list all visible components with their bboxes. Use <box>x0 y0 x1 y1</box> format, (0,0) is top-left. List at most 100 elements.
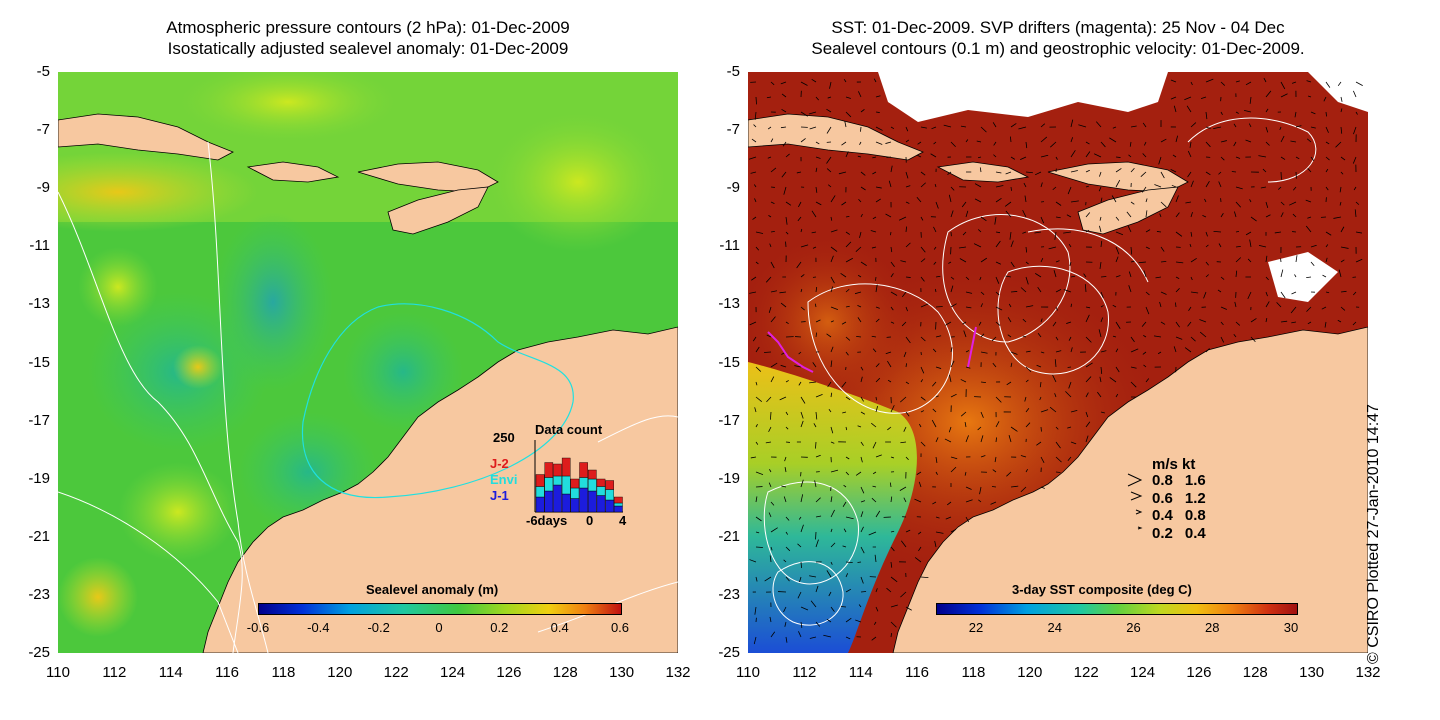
velocity-arrow <box>1127 225 1132 233</box>
velocity-arrow <box>1052 321 1057 327</box>
velocity-arrow <box>976 140 982 143</box>
velocity-arrow <box>1036 441 1042 446</box>
velocity-arrow <box>934 183 937 188</box>
velocity-arrow <box>1305 225 1312 233</box>
velocity-arrow <box>1142 122 1147 128</box>
velocity-arrow <box>768 482 772 488</box>
velocity-ms-value: 0.6 <box>1152 489 1173 507</box>
left-y-tick-label: -23 <box>28 585 50 603</box>
velocity-arrow <box>845 456 850 460</box>
velocity-arrow <box>755 516 762 522</box>
velocity-arrow <box>1310 244 1317 248</box>
velocity-arrow <box>1340 306 1346 311</box>
velocity-arrow <box>992 122 997 128</box>
velocity-arrow <box>859 141 862 145</box>
velocity-arrow <box>842 545 847 548</box>
velocity-arrow <box>935 395 939 398</box>
velocity-arrow <box>784 456 787 462</box>
right-y-tick-label: -23 <box>718 585 740 603</box>
velocity-arrow <box>920 276 925 282</box>
velocity-arrow <box>1112 304 1117 308</box>
velocity-arrow <box>815 201 822 206</box>
velocity-arrow <box>1243 109 1252 113</box>
inset-bar-segment <box>535 474 545 487</box>
velocity-arrow <box>860 376 863 383</box>
inset-bar-segment <box>614 496 623 504</box>
velocity-arrow <box>1190 81 1193 86</box>
velocity-ms-value: 0.4 <box>1152 507 1173 524</box>
velocity-arrow <box>890 530 895 533</box>
velocity-kt-value: 1.2 <box>1184 489 1206 507</box>
velocity-arrow <box>1205 141 1211 148</box>
velocity-arrow <box>1235 257 1242 263</box>
velocity-arrow <box>992 469 997 473</box>
velocity-arrow <box>1250 216 1257 222</box>
velocity-arrow <box>860 500 866 503</box>
velocity-arrow <box>1200 96 1207 99</box>
velocity-arrow <box>785 426 789 430</box>
velocity-arrow <box>794 365 802 368</box>
velocity-arrow <box>900 260 907 263</box>
left-y-tick-label: -19 <box>28 469 50 487</box>
sst-colorbar-tick: 28 <box>1205 620 1220 635</box>
velocity-arrow <box>950 186 955 191</box>
velocity-arrow <box>1205 111 1208 120</box>
velocity-arrow <box>995 197 1002 203</box>
velocity-arrow <box>1280 320 1288 323</box>
velocity-arrow <box>826 108 832 113</box>
velocity-arrow <box>935 335 942 338</box>
inset-bar-segment <box>605 489 614 501</box>
velocity-arrow <box>1339 186 1342 193</box>
right-x-tick-label: 112 <box>792 664 817 681</box>
velocity-arrow <box>919 423 922 428</box>
velocity-arrow <box>889 482 892 488</box>
drifter-track-2 <box>967 326 977 368</box>
velocity-arrow <box>1258 155 1267 158</box>
velocity-arrow <box>1306 138 1312 143</box>
velocity-arrow <box>935 516 940 519</box>
right-y-tick-label: -25 <box>718 644 740 661</box>
sst-colorbar <box>936 603 1298 615</box>
velocity-arrow <box>1340 96 1343 102</box>
velocity-arrow <box>1235 245 1241 248</box>
velocity-arrow <box>1310 261 1315 266</box>
velocity-arrow <box>1010 362 1013 368</box>
velocity-arrow <box>1083 273 1087 278</box>
velocity-arrow <box>858 198 862 203</box>
velocity-arrow <box>1290 306 1297 314</box>
velocity-arrow <box>1340 171 1344 175</box>
right-y-tick-label: -19 <box>718 469 740 487</box>
velocity-arrow <box>1280 201 1285 206</box>
velocity-arrow <box>753 636 757 645</box>
sst-map <box>748 72 1368 653</box>
inset-bar-segment <box>561 475 571 495</box>
velocity-arrow <box>1142 351 1147 355</box>
velocity-arrow <box>843 484 847 488</box>
velocity-arrow <box>1280 212 1284 218</box>
velocity-arrow <box>958 246 967 249</box>
velocity-arrow <box>1040 216 1045 224</box>
velocity-arrow <box>995 396 1002 403</box>
velocity-arrow <box>845 561 853 563</box>
velocity-arrow <box>1335 141 1342 148</box>
right-map-title: SST: 01-Dec-2009. SVP drifters (magenta)… <box>748 17 1368 59</box>
right-x-tick-label: 116 <box>905 664 930 681</box>
velocity-arrow <box>770 501 775 506</box>
velocity-arrow <box>1099 261 1102 270</box>
velocity-arrow <box>1213 230 1222 233</box>
velocity-arrow <box>754 111 757 120</box>
velocity-arrow <box>800 411 804 419</box>
velocity-arrow <box>979 486 982 495</box>
velocity-arrow <box>1265 90 1272 98</box>
velocity-arrow <box>1115 275 1121 278</box>
velocity-arrow <box>856 335 862 338</box>
velocity-arrow <box>770 316 776 323</box>
velocity-arrow <box>920 366 925 374</box>
velocity-arrow <box>980 435 984 443</box>
velocity-arrow <box>800 494 804 503</box>
velocity-arrow <box>871 335 877 338</box>
velocity-arrow <box>950 210 954 218</box>
velocity-arrow <box>950 456 958 460</box>
velocity-arrow <box>1055 216 1061 219</box>
velocity-arrow <box>830 441 835 444</box>
